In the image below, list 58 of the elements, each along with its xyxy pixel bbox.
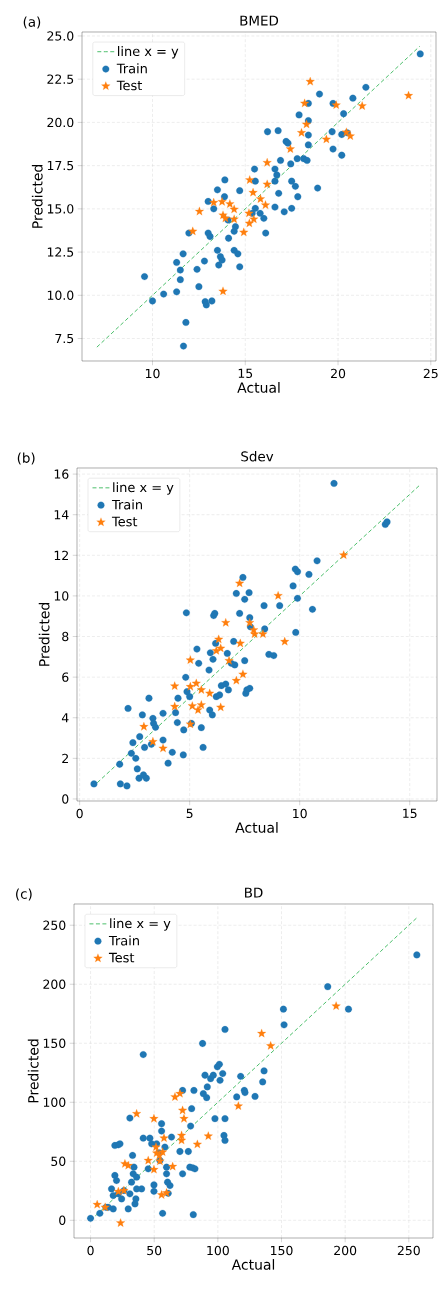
x-axis-title: Actual [231, 1259, 275, 1270]
x-tick-label: 150 [271, 1245, 293, 1256]
y-tick-label: 7.5 [55, 333, 74, 344]
y-tick-label: 200 [43, 979, 66, 989]
x-tick-label: 10 [293, 808, 307, 819]
x-tick-label: 20 [331, 368, 346, 379]
y-tick-label: 14 [54, 510, 69, 520]
legend-label: Train [111, 499, 142, 510]
y-axis-title: Predicted [31, 165, 43, 228]
legend-label: line x = y [110, 918, 171, 931]
y-tick-label: 150 [43, 1038, 66, 1048]
y-tick-label: 16 [54, 469, 69, 479]
x-axis-title: Actual [235, 822, 278, 833]
legend-label: Test [108, 952, 135, 963]
legend-label: line x = y [118, 46, 179, 59]
y-tick-label: 100 [43, 1097, 66, 1107]
legend-label: line x = y [113, 482, 174, 495]
text: (c) [16, 888, 32, 901]
chart-title: Sdev [241, 451, 274, 462]
y-tick-label: 250 [43, 920, 66, 930]
x-tick-label: 15 [403, 808, 417, 819]
y-tick-label: 0 [59, 1215, 66, 1225]
y-tick-label: 8 [62, 631, 69, 642]
legend-label: Train [108, 935, 139, 946]
y-tick-label: 4 [61, 713, 69, 723]
x-tick-label: 10 [145, 368, 160, 379]
y-tick-label: 12.5 [47, 247, 74, 257]
x-tick-label: 25 [423, 368, 438, 379]
y-tick-label: 2 [62, 753, 68, 763]
legend-label: Test [111, 516, 138, 527]
x-tick-label: 250 [397, 1245, 420, 1256]
x-axis-title: Actual [237, 382, 280, 393]
y-tick-label: 12 [54, 550, 68, 560]
x-tick-label: 0 [87, 1245, 94, 1256]
y-tick-label: 22.5 [47, 74, 74, 84]
y-axis-title: Predicted [27, 1039, 39, 1103]
legend-label: Train [116, 63, 147, 74]
y-tick-label: 10.0 [47, 290, 74, 300]
y-tick-label: 50 [51, 1156, 66, 1166]
y-tick-label: 15.0 [47, 204, 74, 214]
y-tick-label: 0 [62, 794, 69, 804]
chart-title: BMED [240, 15, 279, 26]
legend-label: Test [116, 80, 142, 91]
y-tick-label: 6 [62, 672, 69, 682]
text: (b) [17, 452, 35, 465]
x-tick-label: 0 [76, 808, 83, 819]
x-tick-label: 200 [334, 1245, 357, 1256]
x-tick-label: 5 [186, 808, 193, 819]
y-tick-label: 17.5 [47, 161, 74, 171]
x-tick-label: 50 [147, 1245, 162, 1256]
y-tick-label: 10 [54, 591, 69, 601]
y-axis-title: Predicted [38, 603, 50, 666]
chart-title: BD [245, 887, 263, 898]
y-tick-label: 20.0 [47, 117, 74, 128]
text: (a) [23, 16, 41, 29]
x-tick-label: 100 [207, 1245, 229, 1256]
y-tick-label: 25.0 [47, 31, 74, 41]
x-tick-label: 15 [238, 368, 253, 379]
